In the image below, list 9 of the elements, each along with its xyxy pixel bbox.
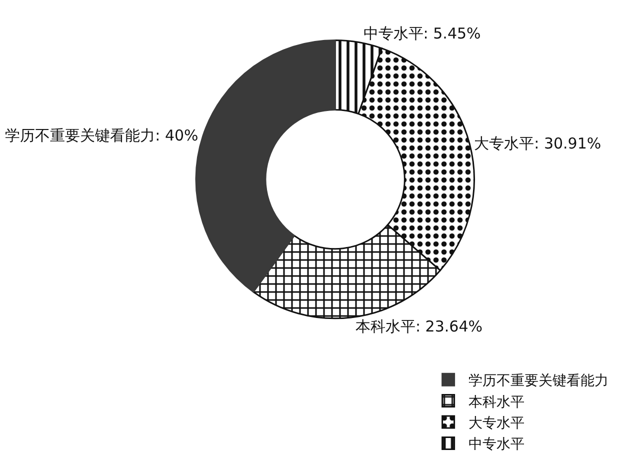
data-label: 大专水平: 30.91%: [474, 134, 602, 152]
legend-label: 大专水平: [468, 415, 524, 432]
legend-label: 学历不重要关键看能力: [468, 373, 608, 390]
data-label: 学历不重要关键看能力: 40%: [5, 126, 198, 144]
donut-slice: [196, 39, 336, 293]
data-label: 本科水平: 23.64%: [355, 317, 483, 336]
legend-label: 中专水平: [468, 436, 524, 453]
data-label: 中专水平: 5.45%: [363, 24, 481, 43]
legend-label: 本科水平: [468, 394, 524, 410]
